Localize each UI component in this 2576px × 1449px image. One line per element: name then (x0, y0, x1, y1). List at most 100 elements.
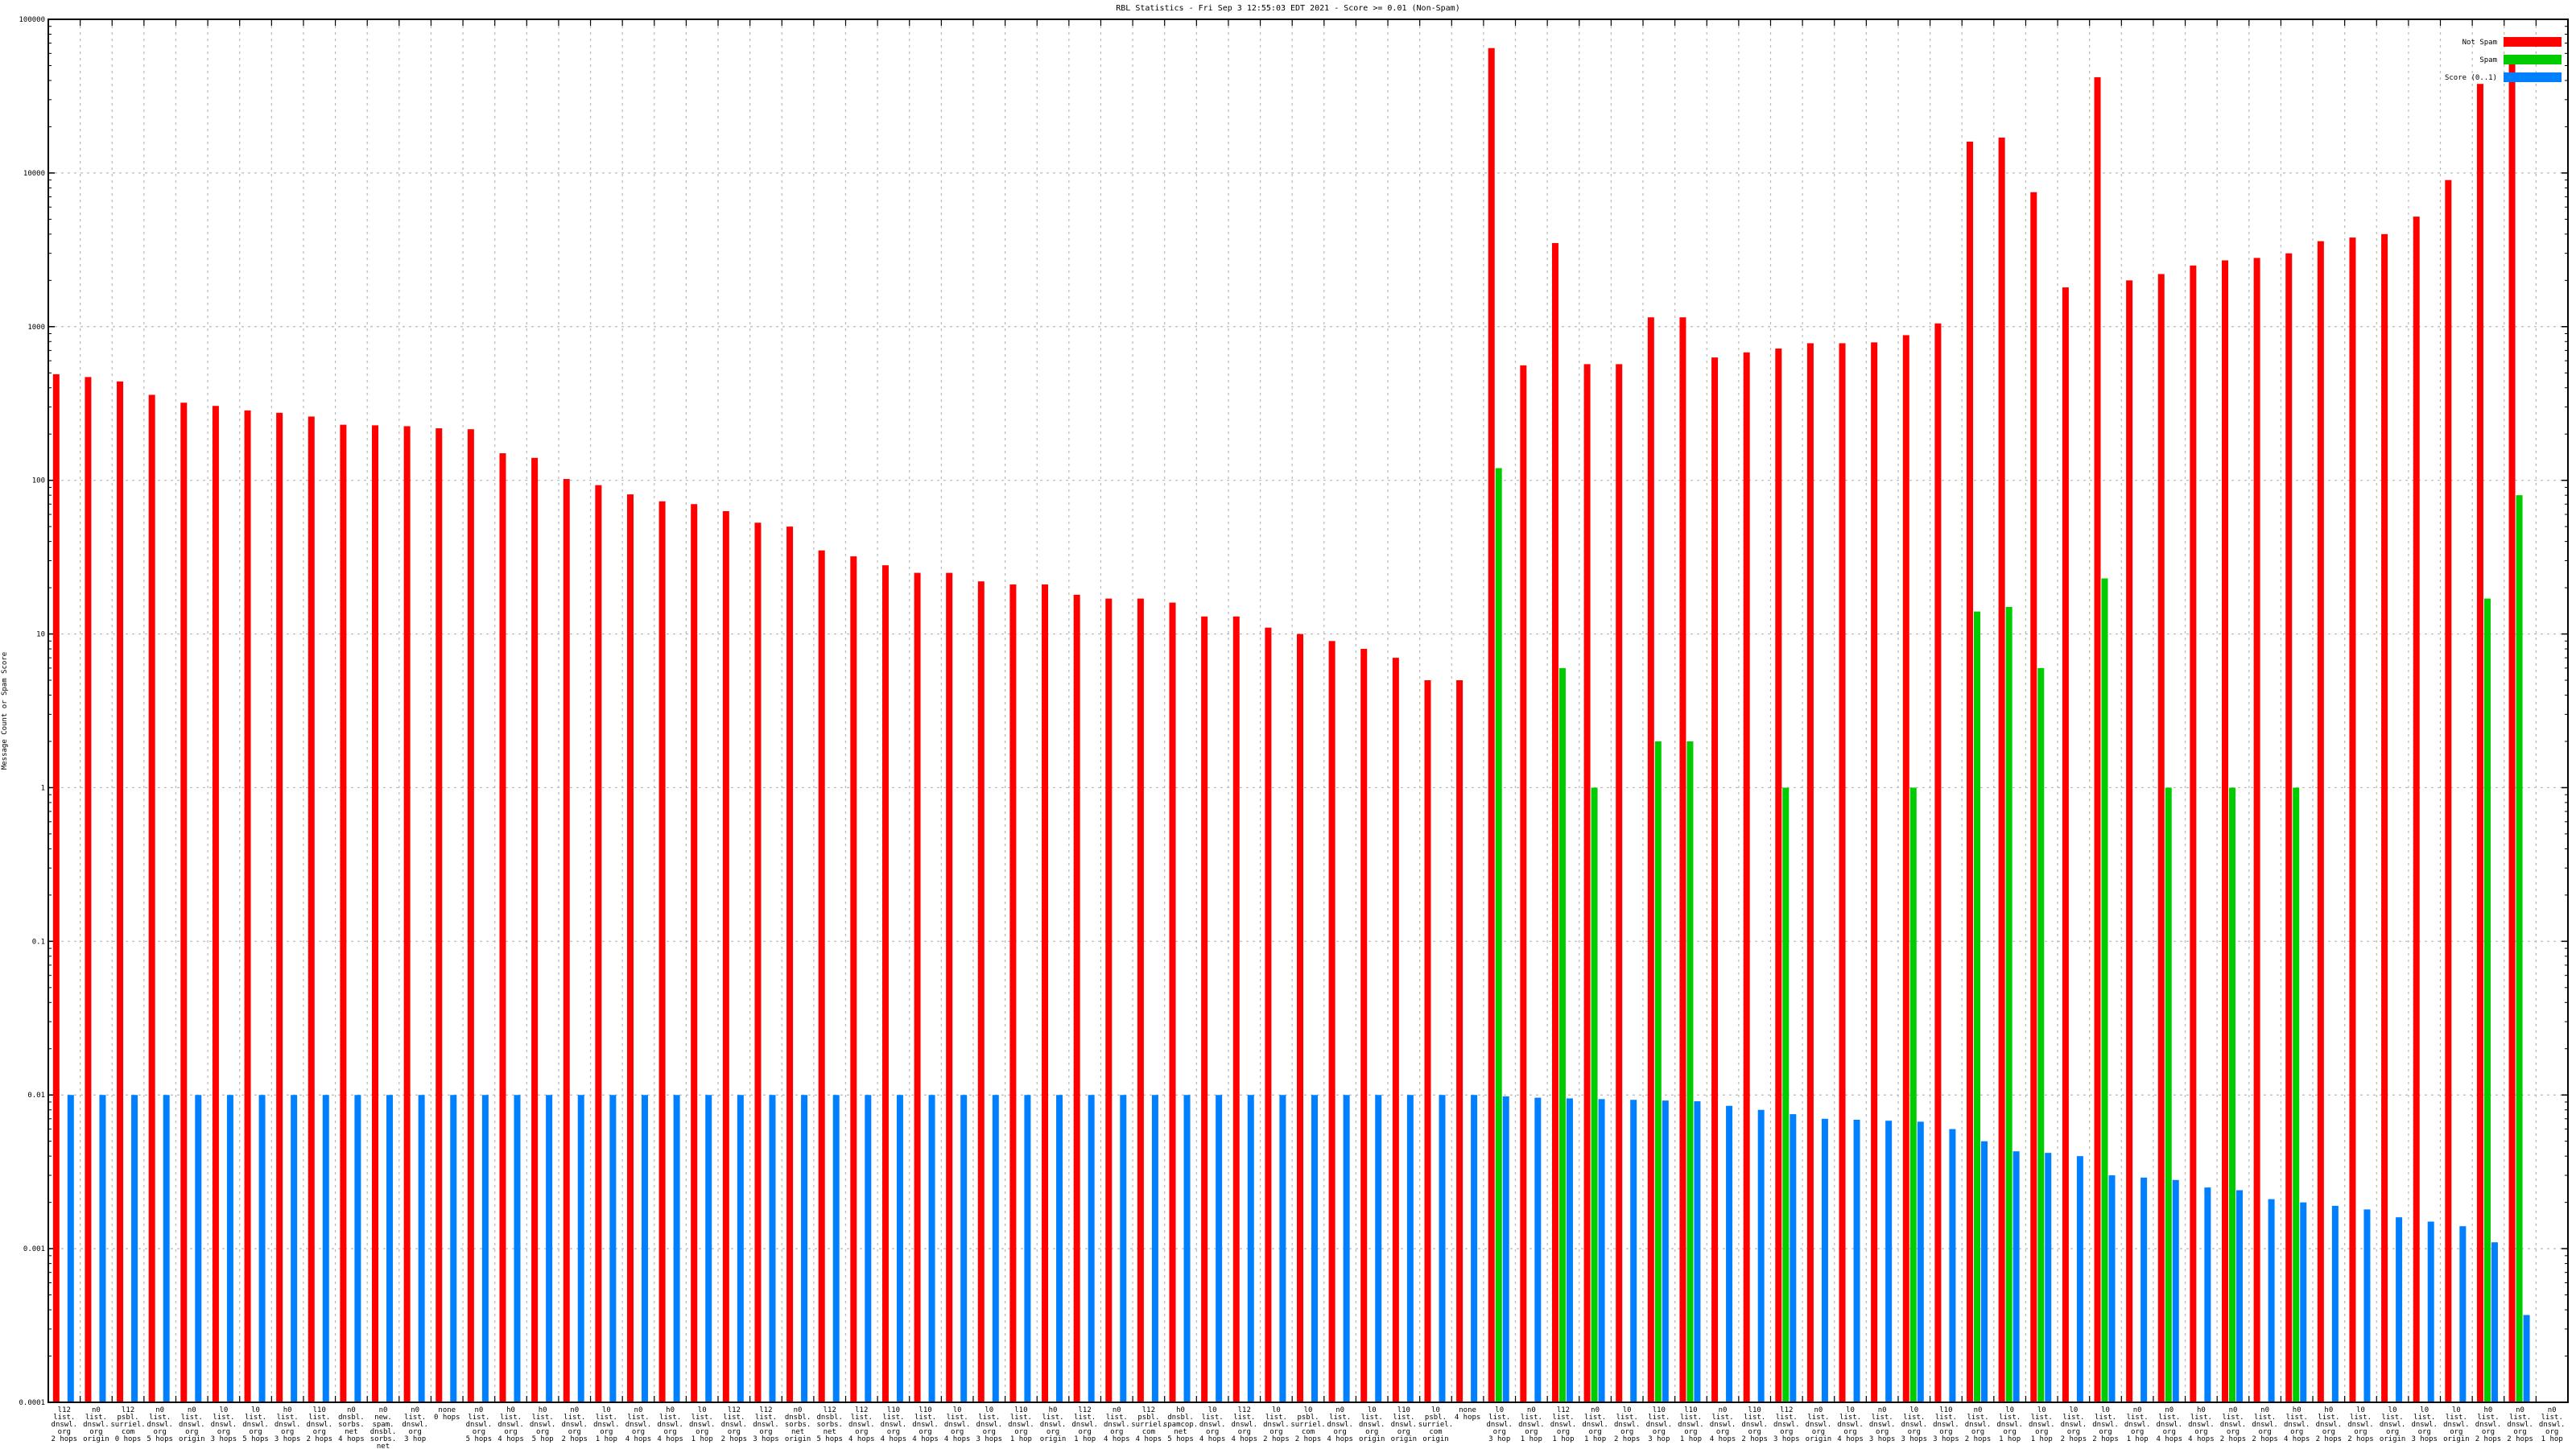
x-category-label-line: list. (627, 1414, 649, 1422)
x-category-label-line: list. (1488, 1414, 1510, 1422)
x-category-label-line: org (1397, 1428, 1410, 1436)
score-bar (1056, 1095, 1063, 1402)
x-category-label-line: org (1014, 1428, 1027, 1436)
x-category-label-line: h0 (283, 1406, 292, 1414)
x-category-label-line: dnswl. (179, 1421, 205, 1429)
x-category-label-line: dnswl. (753, 1421, 779, 1429)
score-bar (2491, 1242, 2498, 1402)
x-category-label-line: list. (2095, 1414, 2116, 1422)
non-spam-bar (2381, 233, 2388, 1403)
score-bar (1662, 1100, 1669, 1402)
y-tick-label: 0.0001 (19, 1399, 45, 1407)
x-category-label-line: 2 hops (561, 1435, 588, 1443)
x-category-label-line: l0 (1431, 1406, 1440, 1414)
x-category-label-line: list. (85, 1414, 107, 1422)
non-spam-bar (1998, 137, 2005, 1403)
non-spam-bar (403, 426, 411, 1402)
x-category-label-line: list. (2446, 1414, 2467, 1422)
x-category-label-line: n0 (1719, 1406, 1728, 1414)
non-spam-bar (2221, 260, 2228, 1402)
x-category-label-line: list. (2477, 1414, 2499, 1422)
x-category-label-line: list. (1872, 1414, 1893, 1422)
score-bar (641, 1095, 648, 1402)
x-category-label-line: dnswl. (944, 1421, 971, 1429)
x-category-label: n0 list. dnswl. org 4 hops (1327, 1406, 1353, 1443)
x-category-label-line: dnswl. (242, 1421, 269, 1429)
x-category-label-line: 3 hops (1773, 1435, 1800, 1443)
x-category-label-line: 2 hops (2507, 1435, 2533, 1443)
y-tick-label: 0.001 (23, 1245, 45, 1253)
score-bar (2331, 1205, 2339, 1402)
x-category-label-line: 5 hops (466, 1435, 493, 1443)
x-category-label-line: dnswl. (1996, 1421, 2023, 1429)
x-category-label-line: h0 (2293, 1406, 2301, 1414)
legend-swatch (2504, 37, 2562, 47)
x-category-label-line: org (1079, 1428, 1092, 1436)
spam-bar (2037, 667, 2045, 1402)
x-category-label-line: org (1493, 1428, 1506, 1436)
x-category-label-line: list. (2254, 1414, 2276, 1422)
score-bar (1024, 1095, 1031, 1402)
x-category-label-line: dnswl. (2061, 1421, 2087, 1429)
x-category-label-line: l0 (985, 1406, 993, 1414)
score-bar (1853, 1119, 1860, 1402)
y-axis-label: Message Count or Spam Score (1, 652, 9, 770)
x-category-label-line: surriel. (1290, 1421, 1325, 1429)
x-category-label: l0 list. dnswl. org 4 hops (1837, 1406, 1864, 1443)
x-category-label-line: dnswl. (275, 1421, 301, 1429)
x-category-label: l0 list. dnswl. org 2 hops (2347, 1406, 2374, 1443)
grid-lines (47, 19, 2569, 1403)
x-category-label-line: dnswl. (1104, 1421, 1130, 1429)
x-category-label-line: dnswl. (721, 1421, 748, 1429)
x-category-label-line: dnsbl. (370, 1428, 397, 1436)
x-category-label-line: dnswl. (2316, 1421, 2343, 1429)
x-category-label-line: 3 hops (1901, 1435, 1928, 1443)
x-category-label-line: org (1876, 1428, 1889, 1436)
x-category-label: n0 list. dnswl. org origin (1806, 1406, 1832, 1443)
x-category-label-line: n0 (411, 1406, 419, 1414)
x-category-label-line: l0 (1495, 1406, 1504, 1414)
x-category-label-line: n0 (1113, 1406, 1121, 1414)
non-spam-bar (2157, 274, 2165, 1402)
x-category-label: l0 list. dnswl. org origin (2380, 1406, 2406, 1443)
x-category-label: n0 list. dnswl. org 4 hops (1104, 1406, 1130, 1443)
x-category-label: n0 list. dnswl. org 3 hop (402, 1406, 428, 1443)
spam-bar (2101, 578, 2108, 1402)
x-category-label: l10 list. dnswl. org 3 hops (1933, 1406, 1959, 1443)
non-spam-bar (2349, 237, 2356, 1403)
x-category-label-line: list. (1680, 1414, 1702, 1422)
x-category-label-line: org (2513, 1428, 2526, 1436)
spam-bar (2483, 598, 2491, 1402)
x-category-label-line: dnswl. (2507, 1421, 2533, 1429)
x-category-label-line: n0 (2516, 1406, 2524, 1414)
x-category-label-line: psbl. (118, 1414, 139, 1422)
x-category-label-line: org (1269, 1428, 1282, 1436)
legend-swatch (2504, 55, 2562, 64)
x-category-label-line: list. (2031, 1414, 2053, 1422)
x-category-label-line: org (281, 1428, 294, 1436)
x-category-label-line: 4 hops (1104, 1435, 1130, 1443)
x-category-label-line: list. (404, 1414, 426, 1422)
x-category-label-line: list. (1265, 1414, 1287, 1422)
non-spam-bar (1169, 602, 1176, 1402)
score-bar (2300, 1202, 2307, 1402)
x-category-label-line: list. (500, 1414, 522, 1422)
x-category-label-line: dnswl. (1391, 1421, 1418, 1429)
x-category-label-line: list. (1744, 1414, 1765, 1422)
x-category-label-line: org (1110, 1428, 1123, 1436)
x-category-label-line: 1 hop (1010, 1435, 1032, 1443)
x-category-label-line: dnswl. (466, 1421, 493, 1429)
x-category-label-line: l10 (1748, 1406, 1761, 1414)
x-category-label: l12 list. dnswl. org 1 hop (1550, 1406, 1577, 1443)
x-category-label: l0 list. dnswl. org origin (2443, 1406, 2470, 1443)
x-category-label-line: 1 hop (2541, 1435, 2563, 1443)
x-category-label: n0 list. dnswl. org 5 hops (147, 1406, 173, 1443)
non-spam-bar (52, 374, 60, 1402)
x-category-label-line: org (2386, 1428, 2399, 1436)
x-category-label-line: list. (1521, 1414, 1542, 1422)
x-category-label: n0 list. dnswl. org 5 hops (466, 1406, 493, 1443)
x-category-label: l0 list. dnswl. org 3 hops (2411, 1406, 2438, 1443)
x-category-label-line: list. (1202, 1414, 1224, 1422)
x-category-label-line: 2 hops (2347, 1435, 2374, 1443)
x-category-label-line: list. (2127, 1414, 2149, 1422)
